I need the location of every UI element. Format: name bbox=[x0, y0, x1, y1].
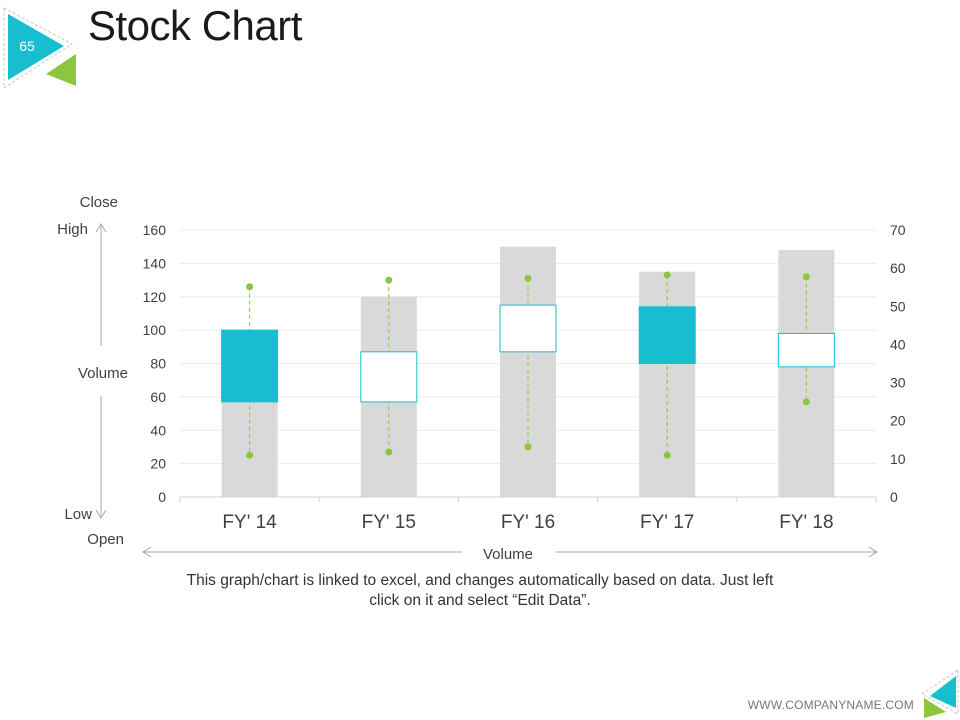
y-right-tick-label: 40 bbox=[890, 336, 906, 352]
y-left-tick-label: 20 bbox=[150, 456, 166, 472]
high-marker bbox=[663, 271, 671, 279]
up-candle-box bbox=[777, 332, 835, 368]
down-candle-box bbox=[638, 306, 696, 365]
x-category-label: FY' 16 bbox=[501, 512, 555, 533]
y-left-tick-label: 60 bbox=[150, 389, 166, 405]
low-marker bbox=[524, 443, 532, 451]
legend-close-label: Close bbox=[80, 194, 118, 211]
arrow-head-down bbox=[95, 509, 107, 519]
arrow-head-right bbox=[868, 546, 878, 558]
y-left-tick-label: 100 bbox=[143, 322, 167, 338]
slide-number-badge bbox=[3, 7, 76, 89]
high-marker bbox=[385, 276, 393, 284]
high-marker bbox=[524, 274, 532, 282]
y-right-tick-label: 60 bbox=[890, 260, 906, 276]
y-left-tick-label: 140 bbox=[143, 255, 167, 271]
low-marker bbox=[385, 448, 393, 456]
corner-teal-triangle bbox=[930, 676, 956, 708]
arrow-head-left bbox=[142, 546, 152, 558]
badge-dashed-outline bbox=[3, 7, 73, 89]
y-left-tick-label: 120 bbox=[143, 289, 167, 305]
x-category-label: FY' 15 bbox=[362, 512, 416, 533]
stock-chart: 0 20 40 60 80 100 120 140 160 0 10 20 30 40 50 60 70 FY'… bbox=[57, 194, 906, 563]
low-marker bbox=[802, 398, 810, 406]
legend-volume-bottom-label: Volume bbox=[483, 546, 533, 563]
badge-green-triangle bbox=[46, 54, 76, 86]
y-right-tick-label: 20 bbox=[890, 413, 906, 429]
y-right-tick-label: 10 bbox=[890, 451, 906, 467]
up-candle-box bbox=[360, 351, 418, 403]
x-category-label: FY' 18 bbox=[779, 512, 833, 533]
x-category-label: FY' 17 bbox=[640, 512, 694, 533]
down-candle-box bbox=[221, 329, 279, 403]
badge-teal-triangle bbox=[8, 14, 64, 80]
y-right-tick-label: 50 bbox=[890, 298, 906, 314]
y-right-tick-label: 0 bbox=[890, 489, 898, 505]
low-marker bbox=[663, 451, 671, 459]
y-right-tick-label: 30 bbox=[890, 375, 906, 391]
footer-url: WWW.COMPANYNAME.COM bbox=[747, 698, 914, 712]
corner-decoration bbox=[921, 669, 959, 718]
legend-low-label: Low bbox=[64, 506, 92, 523]
corner-green-triangle bbox=[924, 698, 946, 718]
up-candle-box bbox=[499, 304, 557, 353]
low-marker bbox=[246, 451, 254, 459]
high-marker bbox=[802, 273, 810, 281]
high-marker bbox=[246, 283, 254, 291]
corner-dashed-outline bbox=[921, 669, 959, 715]
y-left-tick-label: 160 bbox=[143, 222, 167, 238]
legend-open-label: Open bbox=[87, 531, 124, 548]
legend-high-label: High bbox=[57, 221, 88, 238]
slide-number: 65 bbox=[19, 38, 35, 54]
chart-caption: This graph/chart is linked to excel, and… bbox=[186, 572, 774, 609]
x-category-label: FY' 14 bbox=[222, 512, 277, 533]
y-left-tick-label: 80 bbox=[150, 356, 166, 372]
page-title: Stock Chart bbox=[88, 2, 302, 49]
y-left-tick-label: 40 bbox=[150, 422, 166, 438]
y-right-tick-label: 70 bbox=[890, 222, 906, 238]
arrow-head-up bbox=[95, 223, 107, 233]
y-left-tick-label: 0 bbox=[158, 489, 166, 505]
legend-volume-side-label: Volume bbox=[78, 365, 128, 382]
